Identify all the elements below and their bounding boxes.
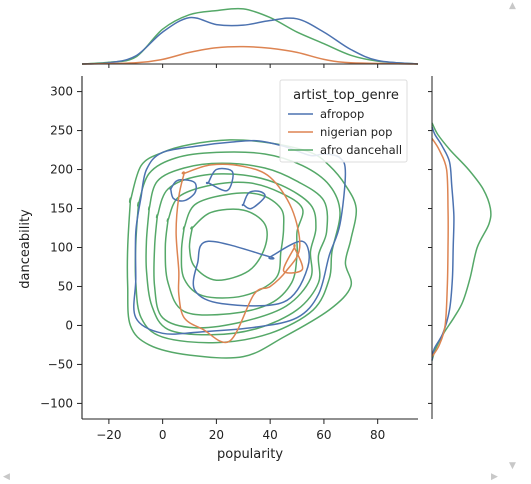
contour-afropop-4 [192,240,310,307]
y-axis-label: danceability [18,209,33,289]
legend-label: afro dancehall [320,143,402,157]
top-marginal-nigerian-pop [81,45,419,65]
joint-kde-area [126,139,358,359]
right-marginal-kde [428,76,492,419]
scroll-down-arrow-icon[interactable]: ▼ [509,461,516,471]
right-marginal-nigerian-pop [431,137,449,358]
contour-afropop-0 [133,139,347,335]
x-tick-label: 20 [209,428,224,442]
legend-label: nigerian pop [320,125,392,139]
legend-label: afropop [320,107,364,121]
legend-box [279,79,408,163]
scroll-right-arrow-icon[interactable]: ▶ [491,472,498,482]
contour-afro-dancehall-3 [153,173,317,329]
contour-afro-dancehall-6 [188,208,268,281]
y-tick-label: 50 [58,279,73,293]
top-marginal-afro-dancehall [81,7,419,65]
legend: artist_top_genre afropop nigerian pop afro… [279,79,408,163]
right-marginal-afropop [431,126,455,361]
x-axis: −20 0 20 40 60 80 [82,418,418,442]
y-axis: −100 −50 0 50 100 150 200 250 300 [40,76,83,419]
contour-afropop-1 [169,178,197,202]
y-tick-label: −100 [40,396,73,410]
y-tick-label: 300 [50,85,73,99]
legend-title: artist_top_genre [293,88,399,103]
scroll-up-arrow-icon[interactable]: ▲ [509,1,516,11]
contour-afro-dancehall-4 [164,181,304,316]
y-tick-label: 0 [65,318,73,332]
top-marginal-kde [81,7,419,68]
y-tick-label: 100 [50,241,73,255]
contour-afro-dancehall-2 [145,162,329,336]
top-marginal-afropop [81,16,419,65]
x-axis-label: popularity [217,447,283,462]
contour-nigerian-pop-1 [282,243,304,274]
scroll-left-arrow-icon[interactable]: ◀ [3,472,10,482]
contour-nigerian-pop-0 [175,163,301,344]
x-tick-label: 80 [370,428,385,442]
x-tick-label: 0 [159,428,167,442]
y-tick-label: 150 [50,202,73,216]
contour-afropop-2 [205,167,234,192]
y-tick-label: 250 [50,124,73,138]
y-tick-label: 200 [50,163,73,177]
x-tick-label: −20 [96,428,121,442]
x-tick-label: 40 [263,428,278,442]
x-tick-label: 60 [316,428,331,442]
right-marginal-afro-dancehall [431,122,492,361]
y-tick-label: −50 [48,357,73,371]
contour-afro-dancehall-0 [126,139,358,359]
contour-afro-dancehall-5 [180,192,285,299]
contour-afropop-3 [241,190,266,210]
